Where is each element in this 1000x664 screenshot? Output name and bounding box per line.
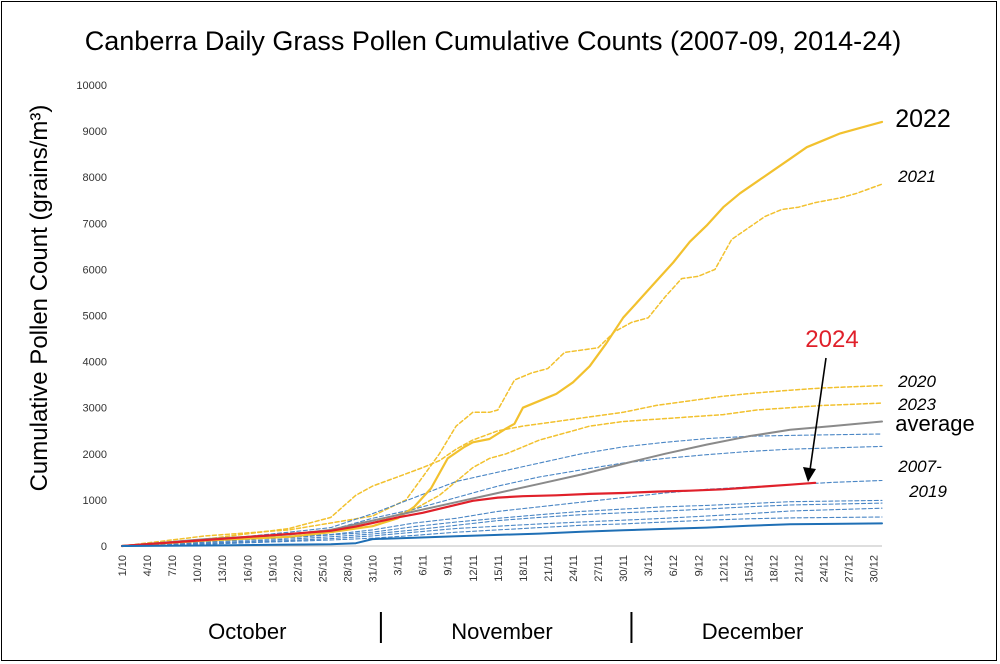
series-line-2022 (120, 120, 884, 548)
label-2022: 2022 (895, 105, 951, 133)
x-axis: 1/10 4/10 7/10 10/10 13/10 16/10 19/10 22/10 25/… (117, 545, 882, 644)
x-tick-label: 22/10 (292, 555, 304, 583)
y-tick-label: 6000 (83, 264, 107, 276)
series-line-2017 (121, 522, 883, 547)
y-tick-label: 2000 (83, 449, 107, 461)
label-average: average (895, 411, 975, 436)
label-2021: 2021 (897, 167, 936, 186)
arrow-head (803, 467, 816, 482)
label-2007: 2007- (897, 457, 942, 476)
x-tick-label: 13/10 (217, 555, 229, 583)
label-2023: 2023 (897, 395, 936, 414)
x-tick-label: 15/11 (493, 555, 505, 582)
series-line-2007-2019-c- (121, 479, 883, 547)
x-tick-label: 28/10 (342, 555, 354, 583)
chart-title: Canberra Daily Grass Pollen Cumulative C… (85, 26, 901, 56)
x-tick-label: 30/12 (869, 555, 881, 583)
series-line-2007-2019-g- (121, 516, 883, 547)
x-tick-label: 4/10 (142, 555, 154, 576)
x-tick-label: 9/11 (443, 555, 455, 576)
series-line-2007-2019-b- (121, 445, 883, 547)
y-tick-label: 8000 (83, 172, 107, 184)
x-tick-label: 1/10 (117, 555, 129, 576)
x-tick-label: 31/10 (368, 555, 380, 583)
y-tick-label: 9000 (83, 126, 107, 138)
month-label: November (451, 619, 552, 644)
series-line-2007-2019-f- (121, 507, 883, 547)
x-tick-label: 18/11 (518, 555, 530, 582)
y-tick-label: 1000 (83, 495, 107, 507)
y-tick-label: 7000 (83, 218, 107, 230)
series-line-2007-2019-e- (121, 502, 883, 547)
x-tick-label: 10/10 (192, 555, 204, 583)
x-tick-label: 24/11 (568, 555, 580, 582)
x-tick-label: 3/12 (643, 555, 655, 576)
x-tick-label: 21/12 (793, 555, 805, 583)
x-tick-label: 7/10 (167, 555, 179, 576)
y-axis-label: Cumulative Pollen Count (grains/m³) (26, 105, 53, 492)
label-2024: 2024 (805, 326, 858, 353)
series-line-2007-2019-d- (121, 499, 883, 547)
y-axis-ticks: 0 1000 2000 3000 4000 5000 6000 7000 8000 9000 100… (76, 80, 107, 553)
series-line-2021 (121, 183, 883, 547)
x-tick-label: 21/11 (543, 555, 555, 582)
series-line-2024 (120, 481, 817, 548)
x-tick-label: 25/10 (317, 555, 329, 583)
x-tick-label: 6/11 (418, 555, 430, 576)
month-label: December (702, 619, 803, 644)
x-tick-label: 15/12 (743, 555, 755, 583)
series-group (120, 120, 884, 548)
x-tick-label: 27/12 (844, 555, 856, 583)
x-tick-label: 9/12 (693, 555, 705, 576)
y-tick-label: 10000 (76, 80, 107, 92)
arrow-2024 (803, 357, 827, 482)
x-tick-label: 6/12 (668, 555, 680, 576)
y-tick-label: 3000 (83, 403, 107, 415)
y-tick-label: 4000 (83, 357, 107, 369)
month-label: October (208, 619, 286, 644)
series-line-2007-2019-a- (121, 433, 883, 547)
x-tick-label: 18/12 (768, 555, 780, 583)
x-tick-label: 12/11 (468, 555, 480, 582)
series-line-average (121, 420, 883, 547)
x-tick-label: 12/12 (718, 555, 730, 583)
x-tick-label: 24/12 (819, 555, 831, 583)
y-tick-label: 5000 (83, 311, 107, 323)
x-tick-label: 30/11 (618, 555, 630, 582)
arrow-line (809, 357, 827, 471)
x-tick-label: 27/11 (593, 555, 605, 582)
series-labels: 2024 2022 2021 2020 2023 average 2007- 2… (805, 105, 974, 501)
label-2020: 2020 (897, 372, 936, 391)
series-line-2020 (121, 384, 883, 547)
label-2019: 2019 (908, 482, 947, 501)
y-tick-label: 0 (101, 541, 107, 553)
x-tick-label: 3/11 (393, 555, 405, 576)
x-tick-label: 19/10 (267, 555, 279, 583)
x-tick-label: 16/10 (242, 555, 254, 583)
